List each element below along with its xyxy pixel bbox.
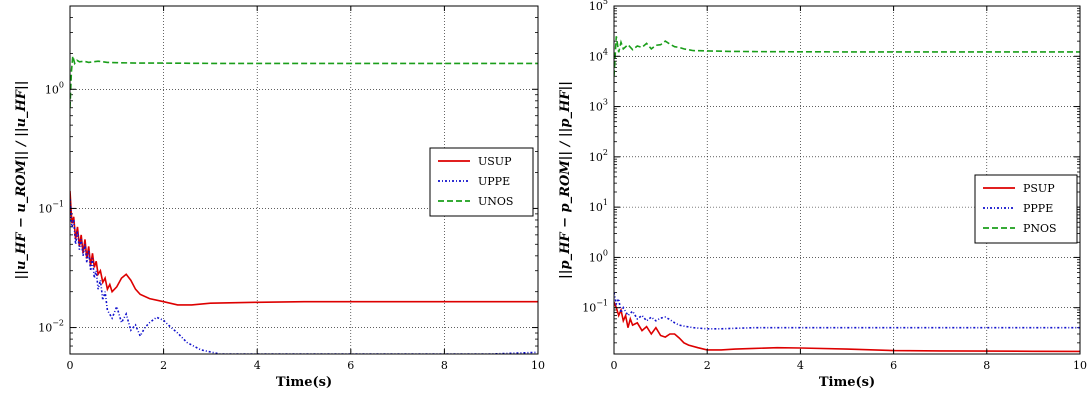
series-line-unos [70,55,538,108]
x-tick-label: 6 [347,359,354,372]
x-tick-label: 2 [704,359,711,372]
x-tick-label: 8 [983,359,990,372]
legend-label-pppe: PPPE [1023,202,1053,215]
legend: PSUP PPPE PNOS [974,174,1078,244]
plot-frame [69,5,539,355]
x-tick-label: 0 [611,359,618,372]
legend-label-unos: UNOS [478,195,513,208]
series-line-pnos [614,36,1080,77]
legend-label-usup: USUP [478,155,512,168]
y-tick-label: 105 [589,0,608,13]
y-tick-label: 10−2 [38,319,64,335]
x-tick-label: 4 [797,359,804,372]
legend-label-uppe: UPPE [478,175,510,188]
x-axis-label: Time(s) [276,375,332,390]
series-line-usup [70,190,538,306]
x-tick-label: 0 [67,359,74,372]
y-tick-label: 10−1 [582,299,608,315]
series-line-pppe [614,292,1080,330]
x-tick-label: 8 [441,359,448,372]
x-tick-label: 2 [160,359,167,372]
series-line-uppe [70,198,538,354]
x-tick-label: 10 [531,359,545,372]
x-tick-label: 10 [1073,359,1087,372]
x-tick-label: 4 [254,359,261,372]
legend: USUP UPPE UNOS [429,147,534,217]
y-tick-label: 101 [589,198,608,214]
x-axis-label: Time(s) [819,375,875,390]
legend-label-psup: PSUP [1023,182,1055,195]
y-axis-label: ||u_HF − u_ROM|| / ||u_HF|| [14,81,29,280]
chart-right: 0 2 4 6 8 10 10−1 100 101 102 103 104 105 Time(s) ||p_… [558,0,1087,390]
y-tick-label: 102 [589,148,608,164]
y-tick-label: 100 [45,80,64,96]
legend-box [974,174,1078,244]
y-tick-label: 103 [589,98,608,114]
series-line-psup [614,301,1080,353]
y-tick-label: 104 [589,47,608,63]
legend-box [429,147,534,217]
y-tick-label: 100 [589,248,608,264]
x-tick-label: 6 [890,359,897,372]
y-tick-label: 10−1 [38,199,64,215]
plot-frame [613,5,1081,355]
y-axis-label: ||p_HF − p_ROM|| / ||p_HF|| [558,81,573,279]
chart-left: 0 2 4 6 8 10 10−2 10−1 100 Time(s) ||u_HF − u_ROM|… [14,5,545,390]
legend-label-pnos: PNOS [1023,222,1057,235]
